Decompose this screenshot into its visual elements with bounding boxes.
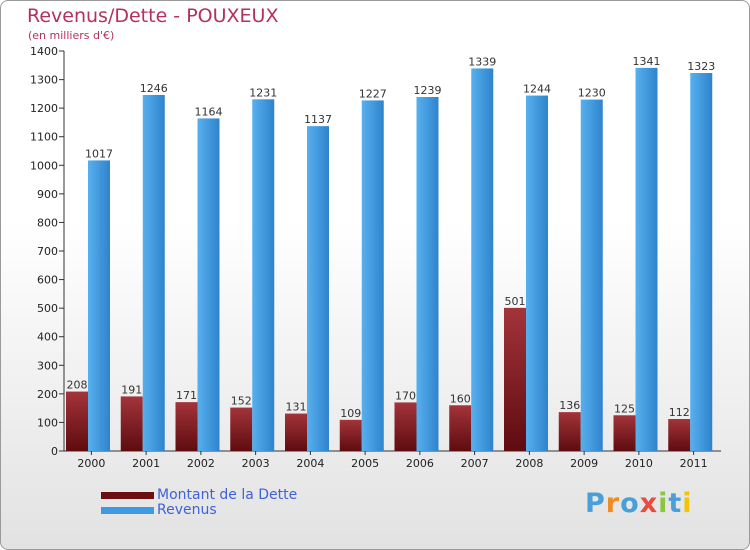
logo-letter: r <box>605 488 621 519</box>
data-label-revenus-2003: 1231 <box>249 86 277 99</box>
y-tick-label: 1100 <box>30 131 58 144</box>
y-tick-label: 900 <box>37 188 58 201</box>
data-label-dette-2010: 125 <box>614 402 635 415</box>
y-tick-label: 600 <box>37 274 58 287</box>
logo-letter: o <box>620 488 640 519</box>
bar-dette-2001 <box>120 396 143 451</box>
data-label-dette-2000: 208 <box>67 379 88 392</box>
data-label-dette-2001: 191 <box>121 383 142 396</box>
data-label-revenus-2007: 1339 <box>468 55 496 68</box>
bar-dette-2003 <box>230 407 253 451</box>
x-tick-label: 2007 <box>461 457 489 470</box>
bar-revenus-2008 <box>526 95 548 452</box>
data-label-revenus-2004: 1137 <box>304 113 332 126</box>
x-tick-label: 2006 <box>406 457 434 470</box>
data-label-dette-2004: 131 <box>286 401 307 414</box>
data-label-revenus-2001: 1246 <box>140 82 168 95</box>
bars <box>66 67 713 452</box>
logo-letter: x <box>639 488 659 519</box>
logo-letter: i <box>658 488 669 519</box>
bar-dette-2011 <box>668 419 691 451</box>
data-label-dette-2011: 112 <box>669 406 690 419</box>
legend-item-dette: Montant de la Dette <box>101 487 297 503</box>
x-tick-label: 2005 <box>351 457 379 470</box>
data-label-revenus-2000: 1017 <box>85 147 113 160</box>
y-tick-label: 1000 <box>30 159 58 172</box>
x-tick-label: 2000 <box>77 457 105 470</box>
x-tick-label: 2009 <box>570 457 598 470</box>
bar-revenus-2009 <box>580 99 603 452</box>
bar-revenus-2000 <box>88 160 110 451</box>
bar-revenus-2004 <box>307 126 329 452</box>
data-label-revenus-2008: 1244 <box>523 83 551 96</box>
data-label-dette-2008: 501 <box>505 295 526 308</box>
data-label-dette-2009: 136 <box>559 399 580 412</box>
x-tick-label: 2002 <box>187 457 215 470</box>
data-labels: 208 1017 191 1246 171 1164 152 1231 131 1137 109 12… <box>67 55 716 420</box>
data-label-revenus-2011: 1323 <box>687 60 715 73</box>
legend-item-revenus: Revenus <box>101 502 217 518</box>
x-tick-label: 2001 <box>132 457 160 470</box>
y-tick-label: 1200 <box>30 102 58 115</box>
bar-revenus-2002 <box>197 118 220 451</box>
data-label-dette-2005: 109 <box>340 407 361 420</box>
data-label-revenus-2002: 1164 <box>195 105 223 118</box>
logo-letter: t <box>668 488 683 519</box>
x-tick-label: 2008 <box>515 457 543 470</box>
data-label-revenus-2006: 1239 <box>414 84 442 97</box>
logo-letter: i <box>682 488 693 519</box>
bar-dette-2006 <box>394 402 417 451</box>
x-tick-label: 2003 <box>242 457 270 470</box>
data-label-dette-2003: 152 <box>231 395 252 408</box>
bar-dette-2008 <box>504 307 526 451</box>
bar-dette-2007 <box>449 405 472 451</box>
bar-dette-2005 <box>339 419 362 451</box>
bar-dette-2004 <box>285 413 307 451</box>
x-tick-label: 2004 <box>296 457 324 470</box>
x-tick-label: 2011 <box>680 457 708 470</box>
bar-revenus-2001 <box>142 95 165 451</box>
proxiti-logo: Proxiti <box>585 488 693 519</box>
chart-subtitle: (en milliers d'€) <box>28 29 115 42</box>
bar-revenus-2011 <box>690 73 713 451</box>
logo-letter: P <box>585 488 606 519</box>
legend-label-dette: Montant de la Dette <box>157 487 298 503</box>
y-tick-label: 100 <box>37 416 58 429</box>
y-tick-label: 0 <box>51 445 58 458</box>
y-tick-label: 800 <box>37 216 58 229</box>
legend-label-revenus: Revenus <box>157 502 217 518</box>
y-tick-label: 400 <box>37 331 58 344</box>
y-tick-label: 200 <box>37 388 58 401</box>
bar-dette-2000 <box>66 391 88 451</box>
y-tick-label: 500 <box>37 302 58 315</box>
bar-revenus-2006 <box>416 97 439 451</box>
bar-dette-2002 <box>175 402 198 451</box>
bar-revenus-2005 <box>361 100 384 451</box>
legend-swatch-dette <box>101 491 154 499</box>
data-label-dette-2006: 170 <box>395 389 416 402</box>
y-tick-label: 1300 <box>30 74 58 87</box>
data-label-dette-2002: 171 <box>176 389 197 402</box>
legend-swatch-revenus <box>101 506 154 514</box>
chart-title: Revenus/Dette - POUXEUX <box>27 5 279 27</box>
bar-revenus-2003 <box>252 99 275 452</box>
data-label-dette-2007: 160 <box>450 392 471 405</box>
bar-dette-2010 <box>613 415 636 451</box>
y-tick-label: 1400 <box>30 45 58 58</box>
axes: 0 100 200 300 400 500 600 700 800 900 1000 1100 1200… <box>30 45 721 470</box>
y-tick-label: 700 <box>37 245 58 258</box>
bar-revenus-2010 <box>635 67 658 451</box>
y-tick-label: 300 <box>37 359 58 372</box>
x-tick-label: 2010 <box>625 457 653 470</box>
data-label-revenus-2009: 1230 <box>578 87 606 100</box>
bar-revenus-2007 <box>471 68 494 451</box>
data-label-revenus-2010: 1341 <box>633 55 661 68</box>
bar-dette-2009 <box>558 412 581 451</box>
data-label-revenus-2005: 1227 <box>359 87 387 100</box>
